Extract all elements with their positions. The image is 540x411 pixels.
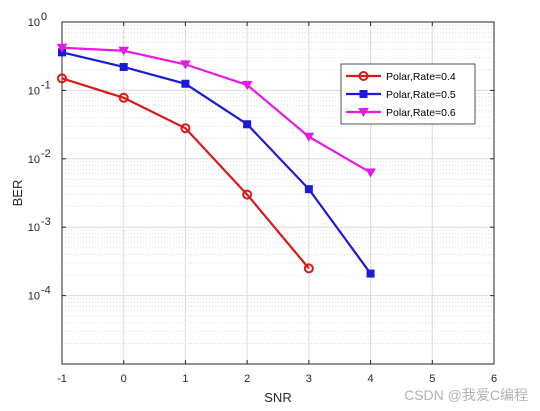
data-point	[366, 269, 375, 278]
legend-item: Polar,Rate=0.5	[346, 89, 456, 101]
axes-box	[61, 21, 495, 365]
y-tick-label: 10	[28, 154, 40, 166]
data-point	[303, 132, 315, 142]
y-tick-exponent: -4	[41, 285, 51, 297]
x-tick-label: 3	[306, 373, 312, 385]
data-point	[56, 43, 68, 53]
series-3	[56, 43, 376, 178]
y-tick-exponent: -3	[41, 216, 51, 228]
y-tick-exponent: 0	[41, 11, 47, 23]
y-tick-base: 10	[28, 291, 40, 303]
series-1	[57, 73, 314, 274]
legend-item: Polar,Rate=0.4	[346, 71, 456, 83]
y-tick-label: 10	[28, 17, 40, 29]
x-tick-label: 4	[368, 373, 374, 385]
data-point	[365, 168, 376, 178]
legend-swatch-marker	[358, 108, 369, 117]
y-tick-label: 10	[28, 291, 40, 303]
data-point	[242, 189, 253, 200]
y-tick-base: 10	[28, 85, 40, 97]
data-point	[180, 60, 191, 70]
x-tick-label: 2	[244, 373, 250, 385]
y-tick-exponent: -2	[41, 148, 51, 160]
legend-swatch-marker	[358, 71, 369, 81]
data-point	[118, 92, 129, 103]
y-tick-label: 10	[28, 85, 40, 97]
series-line	[61, 51, 372, 275]
series-line	[61, 46, 372, 174]
legend: Polar,Rate=0.4 Polar,Rate=0.5 Polar,Rate=0…	[340, 63, 476, 125]
legend-swatch-marker	[359, 90, 368, 98]
data-point	[304, 185, 313, 194]
y-tick-label: 10	[28, 222, 40, 234]
data-point	[243, 120, 252, 129]
x-tick-label: 0	[121, 373, 127, 385]
data-point	[118, 46, 130, 56]
series-line	[61, 77, 310, 270]
data-point	[180, 123, 191, 134]
x-tick-label: 6	[491, 373, 497, 385]
y-tick-base: 10	[28, 154, 40, 166]
legend-label: Polar,Rate=0.6	[386, 107, 456, 119]
x-tick-label: -1	[57, 373, 67, 385]
y-tick-base: 10	[28, 17, 40, 29]
data-point	[241, 80, 253, 90]
watermark-text: CSDN @我爱C编程	[404, 387, 528, 403]
data-point	[57, 73, 67, 84]
y-axis-title: BER	[10, 180, 25, 207]
legend-label: Polar,Rate=0.5	[386, 89, 456, 101]
data-point	[119, 62, 128, 71]
x-tick-label: 5	[429, 373, 435, 385]
legend-item: Polar,Rate=0.6	[346, 107, 456, 119]
legend-label: Polar,Rate=0.4	[386, 71, 456, 83]
data-point	[181, 79, 190, 88]
y-tick-exponent: -1	[41, 79, 51, 91]
x-axis-title: SNR	[264, 390, 291, 405]
data-point	[303, 263, 314, 274]
x-tick-label: 1	[182, 373, 188, 385]
y-tick-base: 10	[28, 222, 40, 234]
